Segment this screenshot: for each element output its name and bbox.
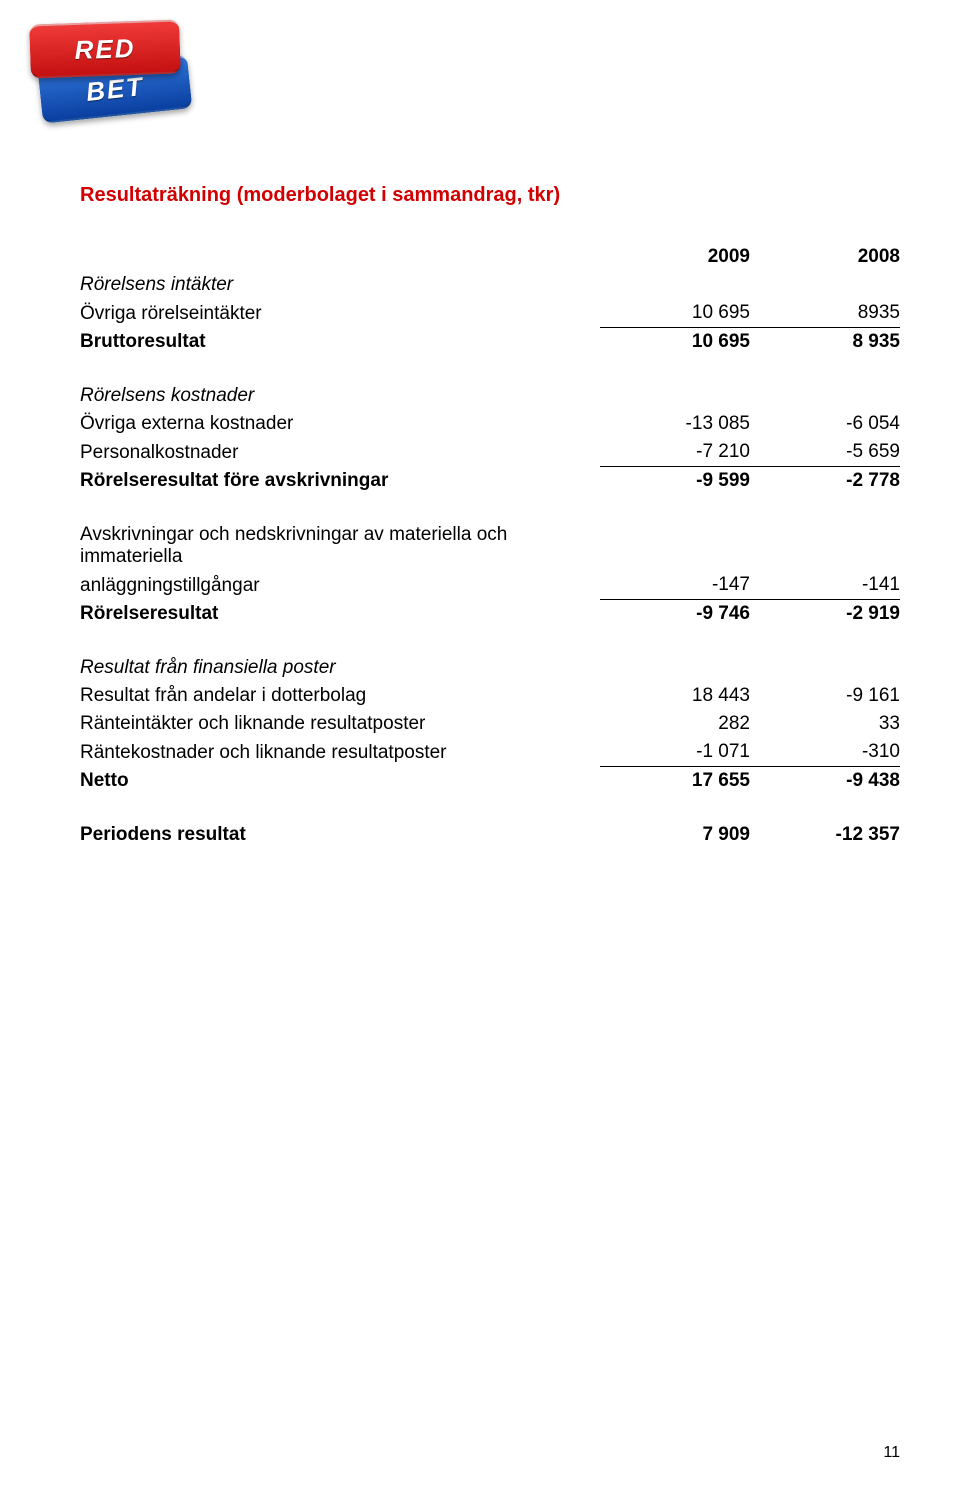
label: Avskrivningar och nedskrivningar av mate… [80,521,600,571]
row-avskrivningar-line1: Avskrivningar och nedskrivningar av mate… [80,521,900,571]
row-andelar-dotterbolag: Resultat från andelar i dotterbolag 18 4… [80,682,900,710]
val-y2: -12 357 [750,821,900,849]
row-rorelseresultat-fore: Rörelseresultat före avskrivningar -9 59… [80,467,900,496]
val-y1: -7 210 [600,438,750,467]
label: Rörelseresultat [80,600,600,629]
row-avskrivningar: anläggningstillgångar -147 -141 [80,571,900,600]
label: Netto [80,767,600,796]
label: Personalkostnader [80,438,600,467]
val-y2: 8935 [750,299,900,328]
label: Bruttoresultat [80,328,600,357]
label: Rörelseresultat före avskrivningar [80,467,600,496]
page-number: 11 [883,1444,900,1462]
label: Resultat från andelar i dotterbolag [80,682,600,710]
column-header-row: 2009 2008 [80,243,900,271]
row-netto: Netto 17 655 -9 438 [80,767,900,796]
val-y2: 8 935 [750,328,900,357]
header-year-1: 2009 [600,243,750,271]
row-rantekostnader: Räntekostnader och liknande resultatpost… [80,738,900,767]
row-rorelseresultat: Rörelseresultat -9 746 -2 919 [80,600,900,629]
redbet-logo: RED BET [30,22,185,112]
val-y1: 7 909 [600,821,750,849]
val-y1: 17 655 [600,767,750,796]
val-y2: -5 659 [750,438,900,467]
val-y2: 33 [750,710,900,738]
row-periodens-resultat: Periodens resultat 7 909 -12 357 [80,821,900,849]
row-rorelsens-intakter: Rörelsens intäkter [80,271,900,299]
header-year-2: 2008 [750,243,900,271]
page: RED BET Resultaträkning (moderbolaget i … [0,0,960,1490]
section-title: Resultaträkning (moderbolaget i sammandr… [80,184,900,207]
label: Övriga rörelseintäkter [80,299,600,328]
val-y2: -9 438 [750,767,900,796]
label: Rörelsens kostnader [80,382,600,410]
income-statement-table: 2009 2008 Rörelsens intäkter Övriga röre… [80,243,900,849]
row-bruttoresultat: Bruttoresultat 10 695 8 935 [80,328,900,357]
label: Rörelsens intäkter [80,271,600,299]
val-y2: -2 919 [750,600,900,629]
content: Resultaträkning (moderbolaget i sammandr… [80,24,900,849]
val-y2: -9 161 [750,682,900,710]
val-y1: 282 [600,710,750,738]
val-y2: -6 054 [750,410,900,438]
val-y2: -310 [750,738,900,767]
label: Övriga externa kostnader [80,410,600,438]
val-y1: 10 695 [600,299,750,328]
row-ovriga-externa: Övriga externa kostnader -13 085 -6 054 [80,410,900,438]
val-y2: -141 [750,571,900,600]
row-ovriga-rorelseintakter: Övriga rörelseintäkter 10 695 8935 [80,299,900,328]
val-y1: -9 599 [600,467,750,496]
val-y1: -1 071 [600,738,750,767]
label: Ränteintäkter och liknande resultatposte… [80,710,600,738]
row-ranteintakter: Ränteintäkter och liknande resultatposte… [80,710,900,738]
val-y1: 10 695 [600,328,750,357]
label: Resultat från finansiella poster [80,654,600,682]
val-y1: -147 [600,571,750,600]
header-blank [80,243,600,271]
logo-red-plate: RED [29,19,181,78]
val-y1: -9 746 [600,600,750,629]
label: Räntekostnader och liknande resultatpost… [80,738,600,767]
row-personalkostnader: Personalkostnader -7 210 -5 659 [80,438,900,467]
label: anläggningstillgångar [80,571,600,600]
val-y2: -2 778 [750,467,900,496]
val-y1: 18 443 [600,682,750,710]
label: Periodens resultat [80,821,600,849]
val-y1: -13 085 [600,410,750,438]
row-resultat-finansiella: Resultat från finansiella poster [80,654,900,682]
row-rorelsens-kostnader: Rörelsens kostnader [80,382,900,410]
